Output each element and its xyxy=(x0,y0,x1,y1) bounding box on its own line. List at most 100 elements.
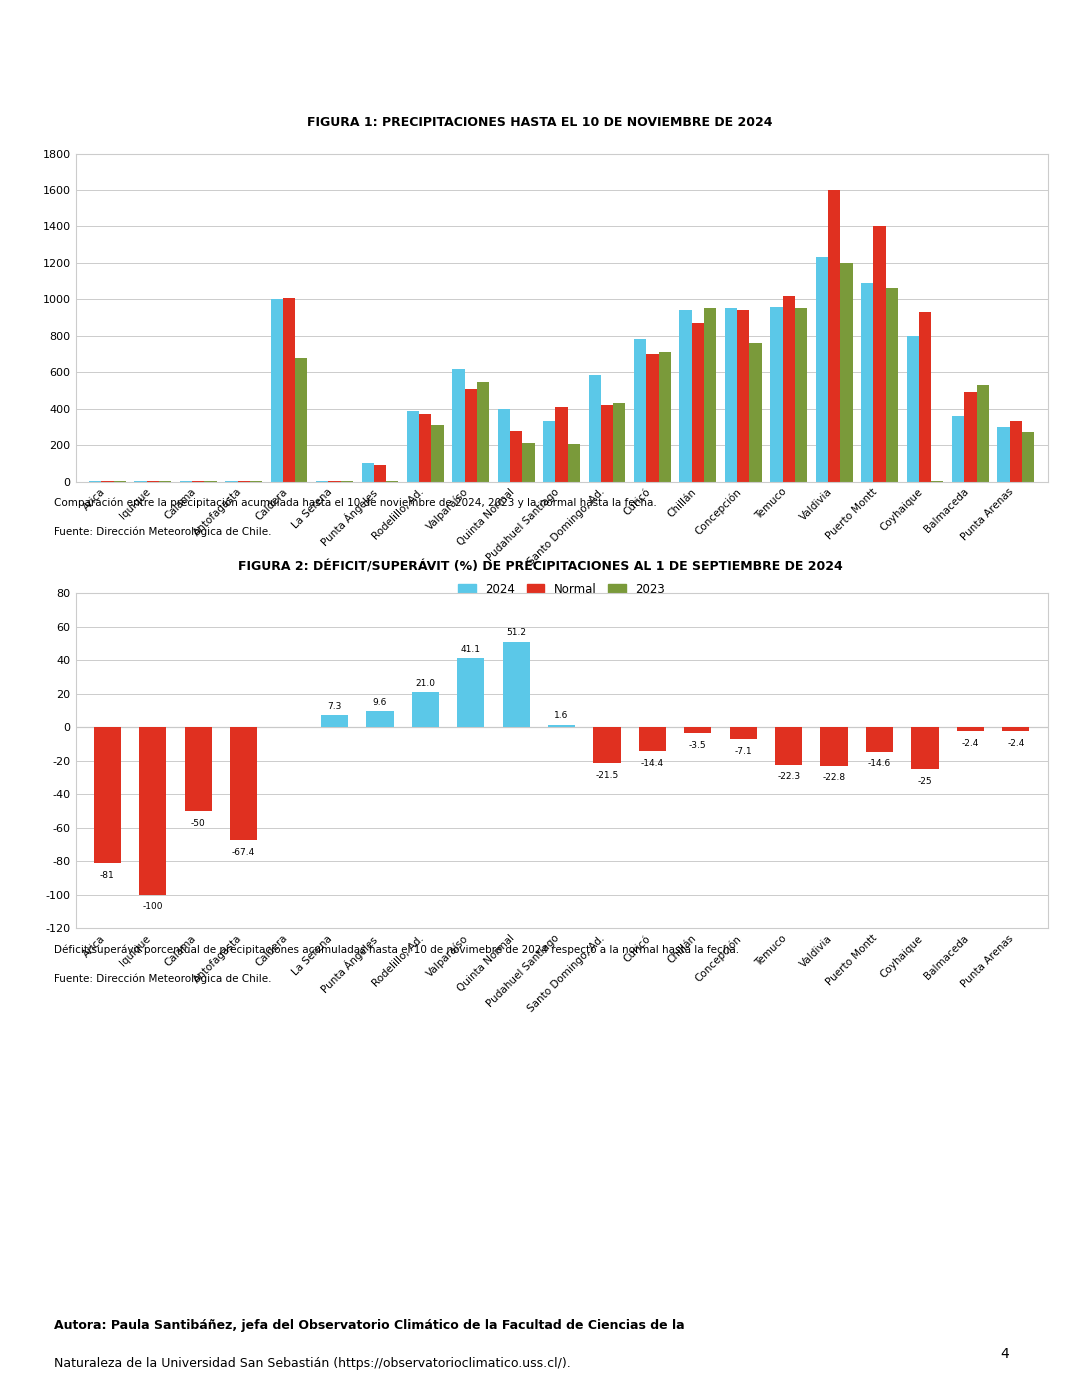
Bar xyxy=(185,727,212,811)
Text: 41.1: 41.1 xyxy=(461,645,481,655)
Text: 4: 4 xyxy=(1000,1347,1009,1361)
Text: Comparación entre la precipitación acumulada hasta el 10 de noviembre de 2024, 2: Comparación entre la precipitación acumu… xyxy=(54,498,657,508)
Bar xyxy=(139,727,166,895)
Text: -100: -100 xyxy=(143,902,163,912)
Bar xyxy=(407,410,419,482)
Text: 1.6: 1.6 xyxy=(554,712,569,720)
Text: 21.0: 21.0 xyxy=(416,678,435,688)
Bar xyxy=(600,405,613,482)
Text: -81: -81 xyxy=(100,871,114,879)
Bar xyxy=(419,415,432,482)
Bar xyxy=(321,715,348,727)
Bar xyxy=(568,444,580,482)
Text: 51.2: 51.2 xyxy=(507,628,526,638)
Bar xyxy=(821,727,848,765)
Bar xyxy=(634,339,646,482)
Text: -21.5: -21.5 xyxy=(595,771,619,780)
Text: -67.4: -67.4 xyxy=(232,847,255,857)
Text: Fuente: Dirección Meteorológica de Chile.: Fuente: Dirección Meteorológica de Chile… xyxy=(54,526,271,537)
Bar xyxy=(998,427,1010,482)
Bar xyxy=(795,309,807,482)
Bar xyxy=(411,692,438,727)
Bar xyxy=(543,422,555,482)
Bar xyxy=(828,190,840,482)
Text: -22.8: -22.8 xyxy=(823,773,846,782)
Bar xyxy=(725,309,738,482)
Bar xyxy=(548,725,576,727)
Bar xyxy=(523,444,535,482)
Text: FIGURA 1: PRECIPITACIONES HASTA EL 10 DE NOVIEMBRE DE 2024: FIGURA 1: PRECIPITACIONES HASTA EL 10 DE… xyxy=(307,116,773,128)
Bar xyxy=(659,352,671,482)
Bar xyxy=(432,426,444,482)
Text: FIGURA 2: DÉFICIT/SUPERÁVIT (%) DE PRECIPITACIONES AL 1 DE SEPTIEMBRE DE 2024: FIGURA 2: DÉFICIT/SUPERÁVIT (%) DE PRECI… xyxy=(238,560,842,574)
Text: CIENCIAS DE: CIENCIAS DE xyxy=(923,46,977,54)
Bar xyxy=(866,727,893,752)
Bar xyxy=(94,727,121,863)
Bar xyxy=(750,343,761,482)
Bar xyxy=(646,355,659,482)
Text: -25: -25 xyxy=(918,776,932,786)
Text: 9.6: 9.6 xyxy=(373,698,387,706)
Text: -2.4: -2.4 xyxy=(961,738,980,748)
Bar xyxy=(919,313,931,482)
Bar xyxy=(638,727,666,751)
Text: -14.6: -14.6 xyxy=(868,759,891,768)
Bar xyxy=(453,369,464,482)
Bar xyxy=(366,711,393,727)
Bar xyxy=(783,296,795,482)
Bar xyxy=(840,262,852,482)
Text: -22.3: -22.3 xyxy=(778,772,800,782)
Bar xyxy=(498,409,510,482)
Text: Informe Hidroclimático USS: Informe Hidroclimático USS xyxy=(86,20,475,43)
Bar xyxy=(502,642,530,727)
Legend: 2024, Normal, 2023: 2024, Normal, 2023 xyxy=(454,578,670,600)
Bar xyxy=(555,406,568,482)
Text: Fuente: Dirección Meteorológica de Chile.: Fuente: Dirección Meteorológica de Chile… xyxy=(54,973,271,984)
Bar xyxy=(685,727,712,733)
Bar xyxy=(906,336,919,482)
Bar xyxy=(593,727,621,764)
Bar xyxy=(230,727,257,840)
Text: -50: -50 xyxy=(191,818,205,828)
Bar xyxy=(770,307,783,482)
Bar xyxy=(374,465,386,482)
Bar xyxy=(1002,727,1029,732)
Bar xyxy=(613,403,625,482)
Bar xyxy=(738,310,750,482)
Text: -3.5: -3.5 xyxy=(689,741,706,750)
Text: -2.4: -2.4 xyxy=(1008,738,1025,748)
Bar xyxy=(510,430,523,482)
Bar xyxy=(912,727,939,769)
Bar xyxy=(271,299,283,482)
Text: -14.4: -14.4 xyxy=(640,759,664,768)
Bar xyxy=(704,309,716,482)
Text: SAN SEBASTIÁN: SAN SEBASTIÁN xyxy=(733,54,822,64)
Text: Autora: Paula Santibáñez, jefa del Observatorio Climático de la Facultad de Cien: Autora: Paula Santibáñez, jefa del Obser… xyxy=(54,1319,685,1332)
Bar xyxy=(457,659,485,727)
Bar xyxy=(775,727,802,765)
Bar xyxy=(464,388,477,482)
Bar xyxy=(1022,433,1035,482)
Bar xyxy=(295,357,308,482)
Bar xyxy=(957,727,984,732)
Bar xyxy=(815,257,828,482)
Bar xyxy=(589,376,600,482)
Bar xyxy=(951,416,964,482)
Bar xyxy=(283,297,295,482)
Bar xyxy=(730,727,757,740)
Bar xyxy=(362,463,374,482)
Text: Naturaleza de la Universidad San Sebastián (https://observatorioclimatico.uss.cl: Naturaleza de la Universidad San Sebasti… xyxy=(54,1357,570,1369)
Text: UNIVERSIDAD: UNIVERSIDAD xyxy=(740,36,815,46)
Text: -7.1: -7.1 xyxy=(734,747,752,755)
Bar xyxy=(886,288,897,482)
Bar xyxy=(861,283,874,482)
Bar xyxy=(691,322,704,482)
Text: Noviembre 2024: Noviembre 2024 xyxy=(86,59,237,77)
Bar xyxy=(964,392,976,482)
Bar xyxy=(477,383,489,482)
Text: FACULTAD DE: FACULTAD DE xyxy=(922,32,978,40)
Bar xyxy=(976,385,989,482)
Text: Déficit/superávit porcentual de precipitaciones acumuladas hasta el 10 de novime: Déficit/superávit porcentual de precipit… xyxy=(54,945,739,955)
Text: LA NATURALEZA: LA NATURALEZA xyxy=(916,59,985,68)
Bar xyxy=(874,226,886,482)
